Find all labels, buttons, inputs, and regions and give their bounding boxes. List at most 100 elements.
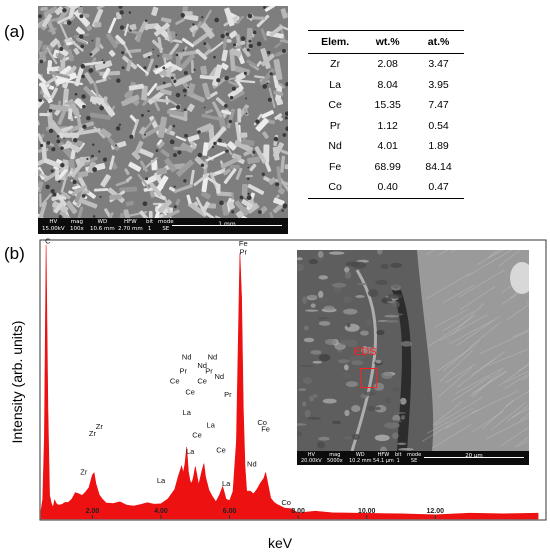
peak-label: Co xyxy=(257,418,267,427)
spectrum-series xyxy=(40,244,539,520)
x-tick-label: 10.00 xyxy=(358,508,376,515)
peak-label: Co xyxy=(281,498,291,507)
table-cell-wt: 15.35 xyxy=(374,99,401,112)
table-row: Nd 4.01 1.89 xyxy=(308,136,464,157)
sem-hfw-value: 2.70 mm xyxy=(118,226,143,232)
sem-wd-label: WD xyxy=(97,219,108,225)
peak-label: Ce xyxy=(170,376,180,385)
sem-scale-label: 1 mm xyxy=(218,221,236,228)
sem-mag-value: 100x xyxy=(70,226,84,232)
sem-mode-label: mode xyxy=(158,219,174,225)
peak-label: La xyxy=(186,447,195,456)
table-header-elem: Elem. xyxy=(308,30,363,54)
peak-label: Nd xyxy=(247,459,257,468)
peak-label: Pr xyxy=(180,367,188,376)
sem-micrograph-inset: EDS HV 20.00kV mag 5000x WD 10.2 mm HFW 54.1… xyxy=(296,249,530,466)
inset-mode-value: SE xyxy=(410,458,418,464)
sem-texture-inset xyxy=(297,250,529,451)
inset-hv-label: HV xyxy=(307,452,315,458)
inset-hv-value: 20.00kV xyxy=(301,458,322,464)
x-tick-label: 2.00 xyxy=(86,508,100,515)
peak-label: Nd xyxy=(208,353,218,362)
table-cell-elem: Zr xyxy=(330,58,341,71)
table-row: La 8.04 3.95 xyxy=(308,75,464,96)
sem-micrograph-a: HV 15.00kV mag 100x WD 10.6 mm HFW 2.70 mm b… xyxy=(38,6,288,234)
peak-label: Zr xyxy=(80,468,88,477)
table-cell-elem: Nd xyxy=(328,140,342,153)
peak-label: Pr xyxy=(205,367,213,376)
y-axis-title: Intensity (arb. units) xyxy=(9,321,25,444)
sem-texture-a xyxy=(38,6,288,218)
table-cell-at: 0.54 xyxy=(428,119,449,132)
peak-label: La xyxy=(157,476,166,485)
table-cell-wt: 0.40 xyxy=(362,177,414,199)
x-tick-label: 8.00 xyxy=(291,508,305,515)
table-row: Pr 1.12 0.54 xyxy=(308,116,464,137)
peak-label: Ce xyxy=(216,446,226,455)
x-tick-label: 4.00 xyxy=(154,508,168,515)
sem-hv-label: HV xyxy=(49,219,58,225)
table-cell-elem: Ce xyxy=(328,99,342,112)
inset-bit-label: bit xyxy=(395,452,402,458)
inset-wd-value: 10.2 mm xyxy=(349,458,372,464)
table-cell-elem: Fe xyxy=(328,160,342,173)
table-cell-elem: La xyxy=(329,78,341,91)
peak-label: Fe xyxy=(239,239,248,248)
table-cell-wt: 68.99 xyxy=(374,160,401,173)
spectrum-area xyxy=(40,244,539,520)
table-cell-at: 1.89 xyxy=(428,140,449,153)
peak-label: Nd xyxy=(214,372,224,381)
sem-mag-label: mag xyxy=(70,219,83,225)
peak-label: C xyxy=(45,236,51,245)
x-axis-title: keV xyxy=(268,535,293,551)
table-cell-wt: 1.12 xyxy=(377,119,398,132)
table-header-wt: wt.% xyxy=(362,30,414,54)
sem-wd-value: 10.6 mm xyxy=(90,226,115,232)
inset-scale-label: 20 μm xyxy=(465,453,483,459)
composition-table: Elem. wt.% at.% Zr 2.08 3.47 La 8.04 3.95 Ce… xyxy=(308,30,464,199)
eds-region-label: EDS xyxy=(354,346,377,358)
table-row: Ce 15.35 7.47 xyxy=(308,95,464,116)
sem-hv-value: 15.00kV xyxy=(42,226,65,232)
peak-label: Ce xyxy=(192,430,202,439)
table-row: Co 0.40 0.47 xyxy=(308,177,464,199)
sem-mode-value: SE xyxy=(162,226,170,232)
sem-scale-bar xyxy=(172,225,282,226)
table-cell-elem: Co xyxy=(308,177,363,199)
table-cell-at: 0.47 xyxy=(413,177,464,199)
eds-region-box xyxy=(360,368,377,388)
table-cell-at: 84.14 xyxy=(425,160,452,173)
peak-label: Nd xyxy=(197,361,207,370)
inset-wd-label: WD xyxy=(355,452,365,458)
table-header-row: Elem. wt.% at.% xyxy=(308,30,464,54)
sem-databar-inset: HV 20.00kV mag 5000x WD 10.2 mm HFW 54.1 μm … xyxy=(297,451,529,465)
table-cell-elem: Pr xyxy=(329,119,341,132)
table-cell-wt: 8.04 xyxy=(377,78,398,91)
peak-label: Fe xyxy=(261,425,270,434)
peak-label: Ce xyxy=(185,387,195,396)
panel-label-a: (a) xyxy=(4,22,25,41)
table-cell-wt: 4.01 xyxy=(377,140,398,153)
sem-databar-a: HV 15.00kV mag 100x WD 10.6 mm HFW 2.70 mm b… xyxy=(38,218,288,234)
peak-label: La xyxy=(207,421,216,430)
sem-bit-label: bit xyxy=(146,219,154,225)
table-cell-wt: 2.08 xyxy=(377,58,398,71)
inset-hfw-label: HFW xyxy=(377,452,390,458)
table-row: Zr 2.08 3.47 xyxy=(308,54,464,75)
panel-label-b: (b) xyxy=(4,244,25,263)
peak-label: La xyxy=(183,408,192,417)
x-axis-ticks: 2.00 4.00 6.00 8.00 10.00 12.00 xyxy=(86,508,445,519)
x-tick-label: 12.00 xyxy=(427,508,445,515)
table-header-at: at.% xyxy=(413,30,464,54)
peak-label: Zr xyxy=(89,429,97,438)
peak-label: Nd xyxy=(182,353,192,362)
inset-mag-value: 5000x xyxy=(327,458,343,464)
table-cell-at: 7.47 xyxy=(428,99,449,112)
peak-label: Pr xyxy=(224,390,232,399)
peak-label: Pr xyxy=(240,247,248,256)
inset-mode-label: mode xyxy=(407,452,422,458)
peak-label: La xyxy=(222,479,231,488)
table-row: Fe 68.99 84.14 xyxy=(308,157,464,178)
peak-label: Ce xyxy=(197,376,207,385)
